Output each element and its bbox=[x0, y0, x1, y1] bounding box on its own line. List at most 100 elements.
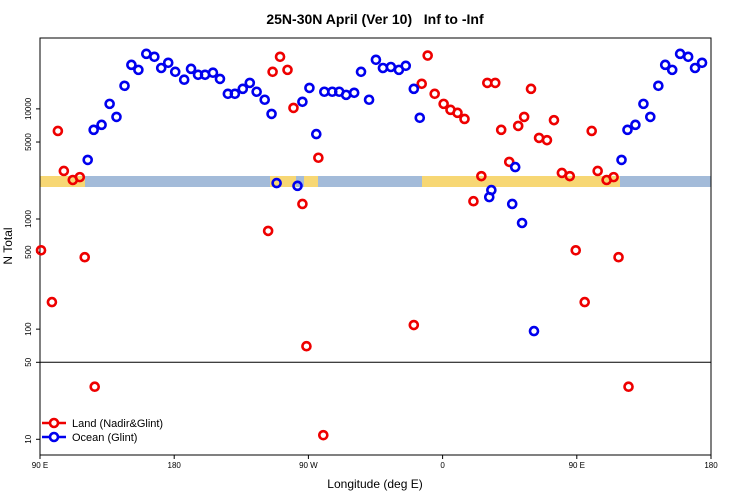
point bbox=[645, 111, 656, 123]
point bbox=[416, 78, 428, 90]
point bbox=[400, 60, 412, 72]
x-tick-label: 90 E bbox=[569, 461, 585, 470]
point bbox=[149, 51, 160, 63]
point bbox=[363, 94, 375, 106]
point bbox=[438, 98, 449, 110]
x-tick-label: 0 bbox=[440, 461, 445, 470]
point bbox=[133, 64, 144, 76]
land-strip bbox=[422, 176, 620, 187]
point bbox=[313, 152, 324, 164]
y-tick-label: 10 bbox=[24, 434, 33, 443]
point bbox=[89, 381, 101, 393]
point bbox=[162, 57, 174, 69]
y-tick-label: 10000 bbox=[24, 97, 33, 120]
point bbox=[304, 82, 315, 94]
point bbox=[244, 77, 256, 89]
point bbox=[348, 87, 360, 99]
x-axis-label: Longitude (deg E) bbox=[327, 477, 422, 491]
y-tick-label: 1000 bbox=[24, 210, 33, 228]
point bbox=[503, 156, 515, 168]
point bbox=[74, 171, 86, 183]
point bbox=[282, 64, 293, 76]
point bbox=[82, 154, 94, 166]
point bbox=[422, 50, 433, 61]
point bbox=[79, 251, 91, 263]
point bbox=[682, 51, 694, 63]
point bbox=[638, 98, 649, 110]
point bbox=[564, 170, 576, 182]
point bbox=[301, 340, 312, 352]
point bbox=[259, 94, 271, 106]
plot-frame bbox=[39, 37, 712, 456]
point bbox=[355, 66, 367, 78]
point bbox=[616, 154, 627, 166]
point bbox=[630, 119, 641, 131]
point bbox=[262, 225, 274, 237]
x-tick-label: 90 E bbox=[32, 461, 48, 470]
point bbox=[297, 198, 308, 210]
point bbox=[495, 124, 507, 136]
point bbox=[288, 102, 299, 114]
land-strip bbox=[304, 176, 318, 187]
point bbox=[292, 180, 303, 192]
point bbox=[237, 83, 249, 95]
point bbox=[119, 80, 130, 92]
point bbox=[104, 98, 115, 110]
point bbox=[370, 54, 382, 66]
point bbox=[311, 128, 322, 140]
point bbox=[214, 73, 226, 85]
point bbox=[111, 111, 122, 123]
point bbox=[178, 74, 190, 86]
point bbox=[266, 108, 277, 120]
point bbox=[408, 319, 420, 331]
land-strip bbox=[270, 176, 296, 187]
chart-title: 25N-30N April (Ver 10) Inf to -Inf bbox=[266, 11, 484, 27]
point bbox=[512, 120, 524, 132]
point bbox=[207, 67, 219, 79]
point bbox=[516, 217, 528, 229]
point bbox=[271, 177, 282, 189]
x-tick-label: 180 bbox=[704, 461, 718, 470]
point bbox=[509, 161, 521, 173]
y-tick-label: 5000 bbox=[24, 133, 33, 151]
point bbox=[579, 296, 591, 308]
point bbox=[476, 170, 487, 182]
point bbox=[96, 119, 107, 131]
point bbox=[586, 125, 598, 137]
point bbox=[613, 251, 624, 263]
legend-marker bbox=[48, 431, 60, 443]
point bbox=[408, 83, 420, 95]
point bbox=[518, 111, 530, 123]
point bbox=[185, 63, 197, 75]
point bbox=[429, 88, 440, 100]
point bbox=[52, 125, 64, 137]
legend-label: Land (Nadir&Glint) bbox=[72, 418, 163, 430]
point bbox=[659, 59, 671, 71]
y-tick-label: 50 bbox=[24, 357, 33, 366]
point bbox=[459, 113, 470, 125]
y-tick-label: 500 bbox=[24, 245, 33, 259]
point bbox=[267, 66, 278, 78]
y-axis-label: N Total bbox=[1, 227, 15, 264]
point bbox=[506, 198, 518, 210]
point bbox=[452, 107, 463, 119]
legend-label: Ocean (Glint) bbox=[72, 432, 137, 444]
x-tick-label: 180 bbox=[168, 461, 182, 470]
point bbox=[155, 62, 167, 74]
point bbox=[653, 80, 664, 92]
point bbox=[414, 112, 426, 124]
point bbox=[525, 83, 537, 95]
point bbox=[592, 165, 603, 177]
point bbox=[46, 296, 58, 308]
point bbox=[35, 244, 47, 256]
point bbox=[483, 191, 495, 203]
point bbox=[608, 171, 619, 183]
point bbox=[297, 96, 308, 108]
point bbox=[169, 66, 181, 78]
ocean-strip bbox=[40, 176, 711, 187]
point bbox=[622, 124, 633, 136]
x-tick-label: 90 W bbox=[299, 461, 318, 470]
land-strip bbox=[40, 176, 85, 187]
point bbox=[489, 77, 501, 89]
